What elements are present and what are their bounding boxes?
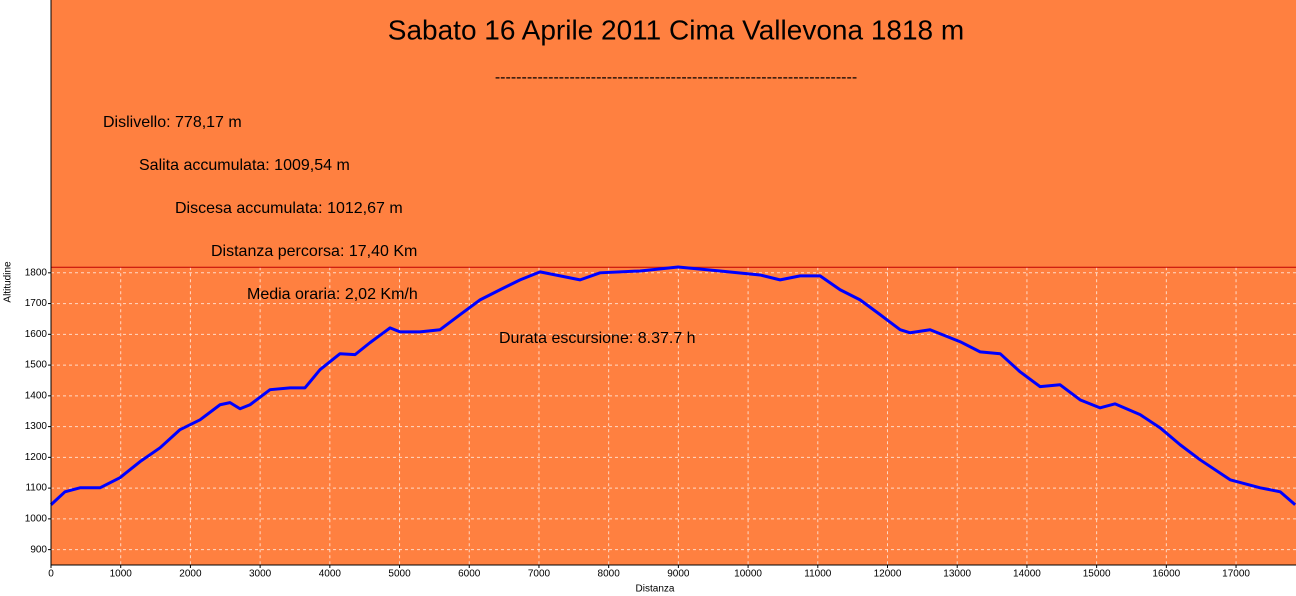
x-axis-label: Distanza	[636, 584, 675, 595]
x-tick-label: 17000	[1222, 569, 1250, 580]
x-tick-label: 2000	[179, 569, 202, 580]
x-tick-label: 15000	[1083, 569, 1111, 580]
y-tick-label: 900	[30, 544, 47, 555]
x-tick-label: 0	[48, 569, 54, 580]
x-tick-label: 8000	[598, 569, 621, 580]
x-tick-label: 10000	[734, 569, 762, 580]
y-tick-label: 1400	[25, 390, 48, 401]
annotation: Dislivello: 778,17 m	[103, 114, 242, 131]
y-tick-label: 1200	[25, 452, 48, 463]
y-tick-label: 1100	[25, 483, 47, 494]
x-tick-label: 3000	[249, 569, 272, 580]
x-tick-label: 11000	[804, 569, 832, 580]
x-tick-label: 14000	[1013, 569, 1041, 580]
annotation: Distanza percorsa: 17,40 Km	[211, 243, 417, 260]
annotation: Media oraria: 2,02 Km/h	[247, 286, 418, 303]
y-tick-label: 1800	[25, 267, 48, 278]
x-tick-label: 16000	[1152, 569, 1180, 580]
x-tick-label: 1000	[110, 569, 133, 580]
x-tick-label: 13000	[943, 569, 971, 580]
x-tick-label: 4000	[319, 569, 342, 580]
y-tick-label: 1500	[25, 360, 48, 371]
x-tick-label: 12000	[874, 569, 902, 580]
y-tick-label: 1300	[25, 421, 48, 432]
profile-line	[49, 265, 1296, 506]
annotation: Salita accumulata: 1009,54 m	[139, 157, 350, 174]
y-axis-label: Altitudine	[3, 261, 14, 303]
x-tick-label: 5000	[388, 569, 411, 580]
y-tick-label: 1700	[25, 298, 48, 309]
annotation: Discesa accumulata: 1012,67 m	[175, 200, 403, 217]
y-tick-label: 1000	[25, 514, 48, 525]
chart-title: Sabato 16 Aprile 2011 Cima Vallevona 181…	[388, 14, 964, 45]
x-tick-label: 9000	[667, 569, 690, 580]
annotation: Durata escursione: 8.37.7 h	[499, 330, 696, 347]
y-tick-label: 1600	[25, 329, 48, 340]
x-tick-label: 6000	[458, 569, 481, 580]
annotation: ----------------------------------------…	[495, 69, 857, 86]
x-tick-label: 7000	[528, 569, 551, 580]
plot-background	[51, 0, 1296, 565]
